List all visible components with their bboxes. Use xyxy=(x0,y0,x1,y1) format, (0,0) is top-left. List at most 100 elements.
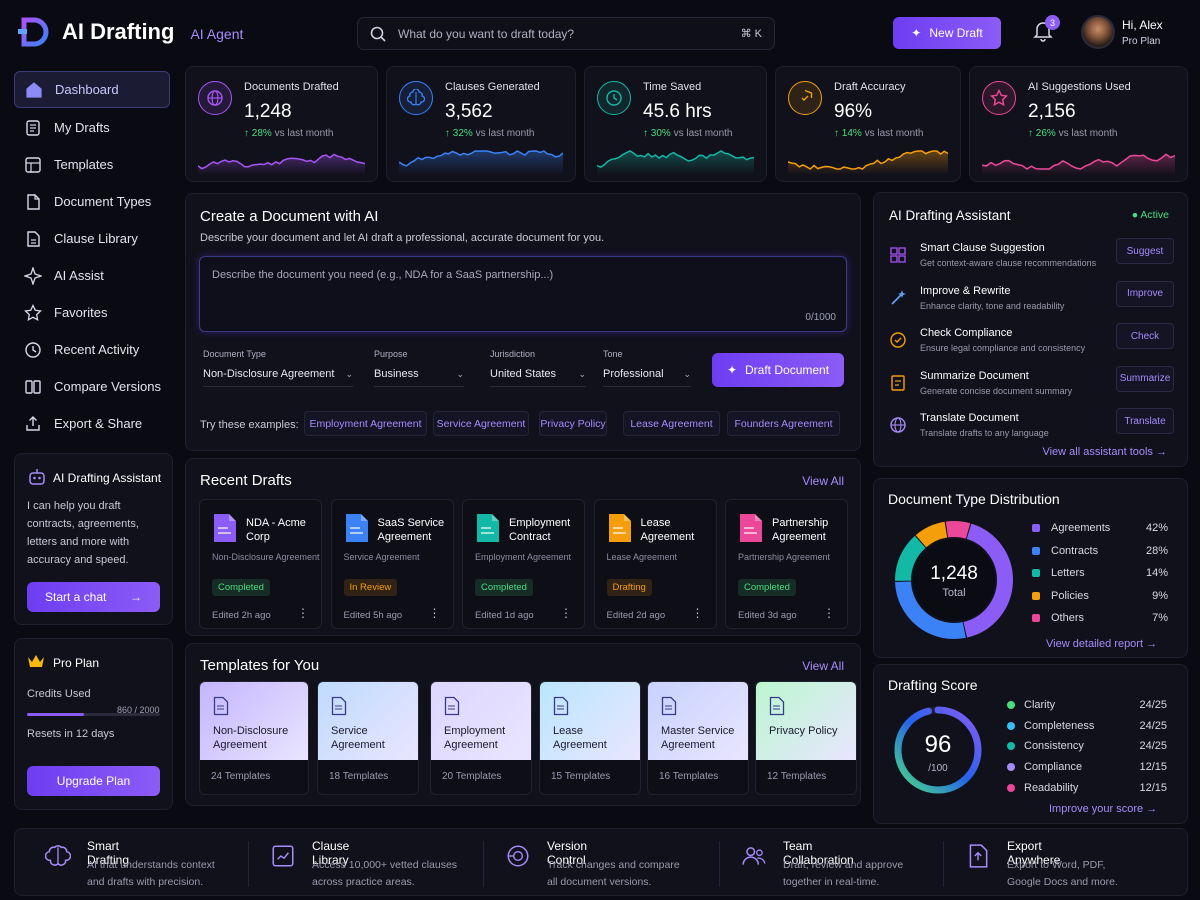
sidebar-item-export-share[interactable]: Export & Share xyxy=(14,405,170,442)
document-description-box[interactable]: 0/1000 xyxy=(199,256,847,332)
assistant-tool-desc: Ensure legal compliance and consistency xyxy=(920,343,1086,353)
assistant-suggest-button[interactable]: Suggest xyxy=(1116,238,1174,264)
legend-swatch xyxy=(1032,614,1040,622)
draft-card[interactable]: Partnership Agreement Partnership Agreeme… xyxy=(725,499,848,629)
select-document-type[interactable]: Document Type Non-Disclosure Agreement ⌄ xyxy=(203,349,353,387)
assistant-summarize-button[interactable]: Summarize xyxy=(1116,365,1174,392)
avatar[interactable] xyxy=(1081,15,1115,49)
sidebar-item-document-types[interactable]: Document Types xyxy=(14,183,170,220)
template-name: Non-Disclosure Agreement xyxy=(213,725,289,751)
sidebar-item-recent-activity[interactable]: Recent Activity xyxy=(14,331,170,368)
sparkle-icon: ✦ xyxy=(911,26,922,40)
more-options-icon[interactable]: ⋮ xyxy=(560,606,572,620)
brain-icon xyxy=(407,89,425,106)
file-icon xyxy=(27,193,40,210)
search-shortcut: ⌘ K xyxy=(740,28,762,40)
sidebar-item-label: Compare Versions xyxy=(54,379,161,394)
search-bar[interactable]: ⌘ K xyxy=(357,17,775,50)
example-chip[interactable]: Service Agreement xyxy=(433,411,529,436)
feature-title: Clause Library xyxy=(312,839,350,867)
sidebar-item-templates[interactable]: Templates xyxy=(14,146,170,183)
draft-document-button[interactable]: ✦ Draft Document xyxy=(712,353,844,387)
sidebar-item-compare-versions[interactable]: Compare Versions xyxy=(14,368,170,405)
stat-sparkline xyxy=(982,153,1175,175)
template-card[interactable]: Non-Disclosure Agreement 24 Templates xyxy=(199,681,309,795)
team-icon xyxy=(742,847,766,865)
draft-edited-time: Edited 2d ago xyxy=(606,610,666,621)
start-chat-button[interactable]: Start a chat → xyxy=(27,582,160,612)
recent-view-all-link[interactable]: View All xyxy=(802,474,844,488)
draft-card[interactable]: NDA - Acme Corp Non-Disclosure Agreement C… xyxy=(199,499,322,629)
template-card[interactable]: Master Service Agreement 16 Templates xyxy=(647,681,749,795)
sidebar-item-label: Clause Library xyxy=(54,231,138,246)
template-card[interactable]: Privacy Policy 12 Templates xyxy=(755,681,857,795)
draft-name: Lease Agreement xyxy=(640,517,695,543)
example-chip[interactable]: Employment Agreement xyxy=(304,411,427,436)
improve-score-link[interactable]: Improve your score → xyxy=(1049,803,1158,815)
document-icon xyxy=(26,119,40,136)
select-purpose[interactable]: Purpose Business ⌄ xyxy=(374,349,464,387)
templates-title: Templates for You xyxy=(200,657,320,674)
assistant-tool-row: Summarize Document Generate concise docum… xyxy=(889,365,1179,410)
status-badge: In Review xyxy=(343,579,398,596)
more-options-icon[interactable]: ⋮ xyxy=(297,606,309,620)
select-value: Professional xyxy=(603,368,664,380)
example-chip[interactable]: Lease Agreement xyxy=(623,411,720,436)
brain-icon xyxy=(45,845,71,866)
user-menu[interactable]: Hi, Alex Pro Plan xyxy=(1122,18,1163,47)
template-file-icon xyxy=(661,696,677,716)
legend-value: 7% xyxy=(1152,612,1168,624)
search-input[interactable] xyxy=(398,26,729,41)
example-chip[interactable]: Privacy Policy xyxy=(539,411,607,436)
app-logo[interactable]: AI Drafting AI Agent xyxy=(16,14,243,50)
score-item: Compliance 12/15 xyxy=(1007,761,1167,773)
select-tone[interactable]: Tone Professional ⌄ xyxy=(603,349,691,387)
sidebar-item-label: Export & Share xyxy=(54,416,143,431)
templates-icon xyxy=(25,156,41,173)
templates-view-all-link[interactable]: View All xyxy=(802,659,844,673)
select-jurisdiction[interactable]: Jurisdiction United States ⌄ xyxy=(490,349,586,387)
assistant-tool-title: Smart Clause Suggestion xyxy=(920,242,1045,254)
sidebar-item-ai-assist[interactable]: AI Assist xyxy=(14,257,170,294)
more-options-icon[interactable]: ⋮ xyxy=(691,606,704,620)
stat-value: 45.6 hrs xyxy=(643,101,712,122)
sidebar-item-favorites[interactable]: Favorites xyxy=(14,294,170,331)
wand-icon xyxy=(891,289,906,305)
assistant-tool-title: Summarize Document xyxy=(920,369,1029,382)
sparkline xyxy=(982,153,1175,170)
new-draft-button[interactable]: ✦ New Draft xyxy=(893,17,1001,49)
draft-card[interactable]: Lease Agreement Lease Agreement Drafting Ed… xyxy=(593,499,717,629)
detailed-report-link[interactable]: View detailed report → xyxy=(1046,638,1158,650)
template-card[interactable]: Service Agreement 18 Templates xyxy=(317,681,419,795)
score-dot xyxy=(1007,763,1015,772)
sidebar-item-my-drafts[interactable]: My Drafts xyxy=(14,109,170,146)
assistant-tool-row: Smart Clause Suggestion Get context-aware… xyxy=(889,238,1179,282)
assistant-status: ● Active xyxy=(1131,209,1169,221)
template-name: Master Service Agreement xyxy=(661,725,735,751)
upgrade-plan-button[interactable]: Upgrade Plan xyxy=(27,766,160,796)
view-all-tools-link[interactable]: View all assistant tools → xyxy=(1042,446,1167,458)
assistant-improve-button[interactable]: Improve xyxy=(1116,280,1174,307)
sidebar-item-label: My Drafts xyxy=(54,120,110,135)
document-description-input[interactable] xyxy=(200,257,846,331)
stat-label: Documents Drafted xyxy=(244,81,339,93)
more-options-icon[interactable]: ⋮ xyxy=(823,606,835,620)
template-count: 12 Templates xyxy=(767,771,827,782)
example-chip[interactable]: Founders Agreement xyxy=(727,411,840,436)
assistant-tool-desc: Get context-aware clause recommendations xyxy=(920,258,1097,268)
assistant-translate-button[interactable]: Translate xyxy=(1116,408,1174,434)
legend-item: Policies 9% xyxy=(1032,590,1168,602)
draft-card[interactable]: SaaS Service Agreement Service Agreement I… xyxy=(330,499,454,629)
assistant-check-button[interactable]: Check xyxy=(1116,323,1174,349)
template-card[interactable]: Lease Agreement 15 Templates xyxy=(539,681,641,795)
template-count: 20 Templates xyxy=(442,771,502,782)
template-count: 15 Templates xyxy=(551,771,611,782)
sidebar-item-clause-library[interactable]: Clause Library xyxy=(14,220,170,257)
donut-slice-others xyxy=(945,521,971,539)
legend-value: 42% xyxy=(1145,522,1168,534)
sidebar-item-dashboard[interactable]: Dashboard xyxy=(14,71,170,108)
more-options-icon[interactable]: ⋮ xyxy=(428,606,441,620)
draft-card[interactable]: Employment Contract Employment Agreement C… xyxy=(462,499,585,629)
drafting-score-panel: Drafting Score 96 /100 Clarity 24/25 Compl… xyxy=(873,664,1188,824)
template-card[interactable]: Employment Agreement 20 Templates xyxy=(430,681,532,795)
